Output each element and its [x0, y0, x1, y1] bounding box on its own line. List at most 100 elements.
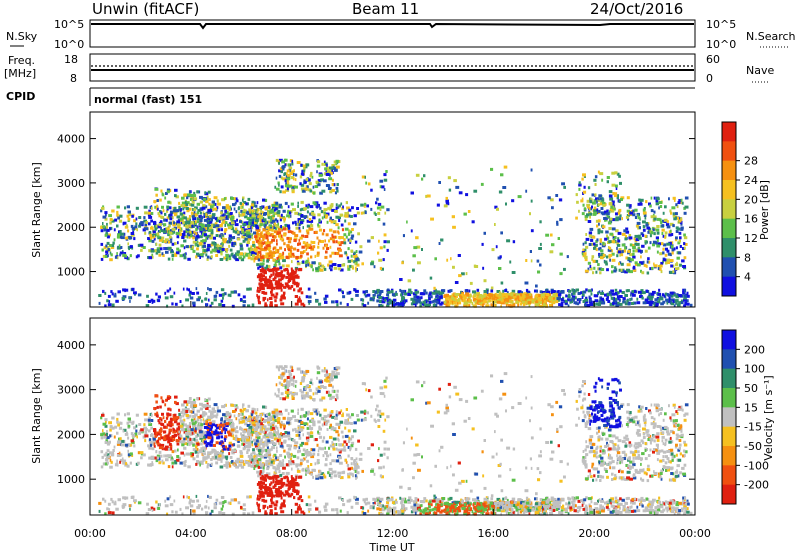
- power-colorbar-label: Power [dB]: [758, 180, 771, 240]
- power-echo: [633, 289, 637, 293]
- power-echo: [457, 254, 461, 257]
- power-echo: [587, 186, 591, 190]
- velocity-echo: [172, 416, 177, 420]
- power-echo: [157, 299, 161, 303]
- power-echo: [649, 303, 653, 307]
- power-echo: [604, 237, 608, 241]
- power-echo: [324, 239, 326, 243]
- power-echo: [497, 256, 502, 260]
- power-echo: [116, 246, 121, 250]
- power-echo: [265, 252, 269, 256]
- power-echo: [401, 303, 404, 307]
- power-echo: [367, 301, 370, 305]
- power-echo: [270, 282, 272, 286]
- velocity-echo: [226, 422, 230, 426]
- power-echo: [143, 216, 146, 220]
- velocity-echo: [102, 429, 104, 433]
- velocity-echo: [196, 442, 200, 446]
- velocity-echo: [206, 402, 209, 406]
- power-echo: [653, 196, 656, 200]
- power-echo: [275, 158, 279, 162]
- velocity-echo: [246, 448, 250, 452]
- velocity-echo: [106, 449, 110, 453]
- power-echo: [626, 196, 630, 200]
- velocity-echo: [150, 443, 153, 447]
- power-echo: [153, 224, 156, 228]
- power-echo: [116, 235, 121, 239]
- power-echo: [680, 222, 683, 226]
- power-echo: [338, 236, 342, 239]
- power-echo: [208, 198, 211, 202]
- power-echo: [135, 255, 139, 259]
- power-echo: [491, 299, 494, 303]
- velocity-echo: [195, 462, 198, 466]
- velocity-echo: [147, 420, 152, 424]
- power-echo: [631, 290, 634, 294]
- power-echo: [609, 197, 614, 201]
- power-echo: [402, 234, 405, 238]
- velocity-echo: [253, 452, 256, 456]
- velocity-echo: [164, 403, 167, 407]
- power-echo: [452, 225, 456, 229]
- power-echo: [649, 204, 652, 208]
- power-echo: [271, 203, 276, 207]
- power-echo: [199, 223, 203, 227]
- power-echo: [465, 290, 468, 294]
- power-echo: [242, 255, 246, 259]
- power-echo: [526, 290, 530, 294]
- power-echo: [306, 185, 309, 189]
- power-echo: [596, 200, 598, 204]
- velocity-echo: [228, 433, 232, 437]
- power-echo: [631, 293, 636, 297]
- power-echo: [606, 292, 609, 296]
- power-echo: [306, 252, 309, 256]
- power-echo: [169, 237, 173, 241]
- velocity-echo: [174, 449, 177, 453]
- power-echo: [335, 162, 338, 166]
- power-echo: [638, 198, 641, 202]
- power-echo: [153, 220, 157, 224]
- power-echo: [199, 256, 201, 259]
- power-echo: [189, 296, 194, 300]
- velocity-echo: [100, 436, 104, 440]
- power-echo: [667, 220, 669, 224]
- power-echo: [122, 222, 125, 226]
- power-echo: [110, 246, 115, 249]
- velocity-echo: [208, 433, 213, 437]
- power-echo: [316, 164, 321, 168]
- power-echo: [631, 302, 635, 305]
- power-echo: [641, 233, 645, 237]
- power-echo: [635, 249, 639, 253]
- power-echo: [653, 232, 656, 236]
- power-echo: [652, 301, 657, 305]
- power-echo: [160, 215, 163, 219]
- power-echo: [307, 203, 310, 207]
- power-echo: [256, 201, 259, 205]
- power-echo: [286, 169, 290, 173]
- power-echo: [242, 239, 246, 243]
- velocity-echo: [266, 446, 269, 450]
- power-echo: [337, 216, 341, 220]
- power-echo: [113, 228, 116, 232]
- velocity-echo: [210, 410, 214, 414]
- power-echo: [625, 289, 629, 293]
- power-echo: [619, 268, 623, 272]
- power-echo: [318, 302, 322, 306]
- power-echo: [278, 282, 283, 286]
- power-echo: [474, 265, 479, 268]
- velocity-echo: [158, 461, 162, 465]
- power-echo: [325, 250, 328, 254]
- power-echo: [116, 205, 120, 209]
- power-echo: [277, 222, 279, 226]
- power-echo: [354, 266, 357, 270]
- power-echo: [445, 297, 449, 301]
- velocity-echo: [107, 461, 109, 465]
- power-echo: [234, 201, 237, 205]
- power-echo: [277, 248, 280, 252]
- power-echo: [408, 288, 412, 292]
- power-echo: [649, 234, 652, 238]
- power-echo: [317, 179, 322, 183]
- power-echo: [334, 235, 336, 239]
- power-echo: [109, 258, 113, 262]
- power-echo: [672, 224, 675, 228]
